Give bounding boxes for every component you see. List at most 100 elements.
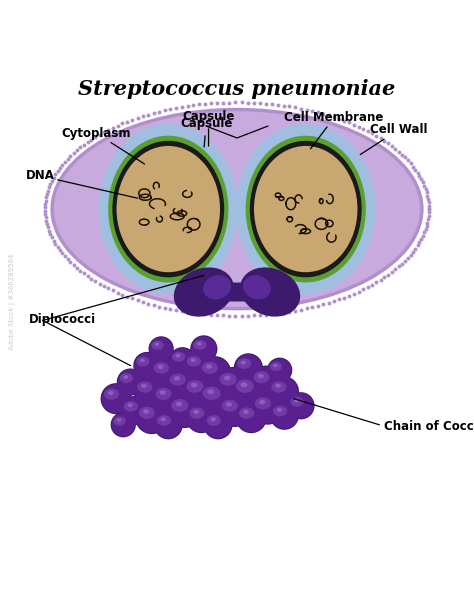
Point [52,169,59,179]
Point [364,126,372,136]
Ellipse shape [269,377,298,406]
Ellipse shape [52,110,422,309]
Ellipse shape [254,146,357,272]
Ellipse shape [169,394,201,427]
Point [384,270,392,280]
Ellipse shape [143,409,149,414]
Ellipse shape [193,410,199,414]
Point [184,101,191,111]
Ellipse shape [191,383,197,388]
Ellipse shape [141,384,147,388]
Point [244,311,251,320]
Ellipse shape [217,368,249,400]
Ellipse shape [253,393,283,423]
Ellipse shape [117,368,144,396]
Ellipse shape [251,367,282,397]
Point [96,279,103,288]
Ellipse shape [234,353,263,382]
Point [262,99,270,109]
Ellipse shape [153,384,183,414]
Ellipse shape [219,373,237,386]
Point [395,147,402,157]
Ellipse shape [273,364,278,367]
Point [238,98,246,107]
Point [58,248,66,258]
Ellipse shape [259,400,265,404]
Point [368,128,376,138]
Ellipse shape [185,352,211,379]
Ellipse shape [98,124,238,294]
Ellipse shape [134,376,165,407]
Ellipse shape [255,397,271,409]
Point [297,305,305,314]
Ellipse shape [232,373,269,410]
Point [41,199,49,209]
Point [139,112,146,121]
Point [238,311,246,321]
Point [105,283,112,293]
Ellipse shape [191,358,196,362]
Ellipse shape [102,384,130,413]
Point [42,213,49,223]
Point [73,263,81,273]
Point [377,133,384,143]
Point [54,242,61,252]
Ellipse shape [187,356,201,367]
Point [325,298,332,308]
Ellipse shape [199,380,236,417]
Ellipse shape [117,418,121,421]
Point [70,148,77,158]
Point [42,216,50,226]
Point [398,259,406,268]
Point [420,227,428,237]
Point [250,98,257,108]
Point [161,303,168,313]
Ellipse shape [268,376,299,407]
Point [424,194,432,204]
Point [80,140,88,150]
Ellipse shape [288,393,314,418]
Point [424,191,431,200]
Ellipse shape [100,383,132,414]
Point [46,229,54,239]
Point [91,132,99,142]
Ellipse shape [198,356,231,389]
Point [425,198,432,207]
Ellipse shape [270,400,299,430]
Point [395,262,402,271]
Point [124,117,131,127]
Point [419,231,427,241]
Ellipse shape [157,415,171,426]
Ellipse shape [155,411,182,438]
Ellipse shape [222,400,238,412]
Point [309,106,316,116]
Ellipse shape [237,358,251,369]
Point [64,154,72,164]
Text: DNA: DNA [26,169,137,198]
Point [409,247,417,256]
Point [84,137,91,147]
Point [214,98,221,108]
Point [67,151,74,161]
Point [166,104,174,114]
Point [411,244,419,253]
Ellipse shape [151,341,164,350]
Point [50,172,57,182]
Ellipse shape [251,391,284,425]
Ellipse shape [258,374,264,378]
Ellipse shape [191,336,217,362]
Point [45,226,53,236]
Point [124,292,131,302]
Ellipse shape [207,415,221,426]
Point [373,277,380,287]
Point [50,236,57,245]
Point [178,102,185,112]
Point [42,196,49,206]
Point [268,309,275,319]
Ellipse shape [246,136,366,282]
Point [292,306,299,315]
Text: Chain of Cocci: Chain of Cocci [384,420,474,433]
Ellipse shape [139,407,155,419]
Ellipse shape [152,358,180,387]
Ellipse shape [291,397,304,407]
